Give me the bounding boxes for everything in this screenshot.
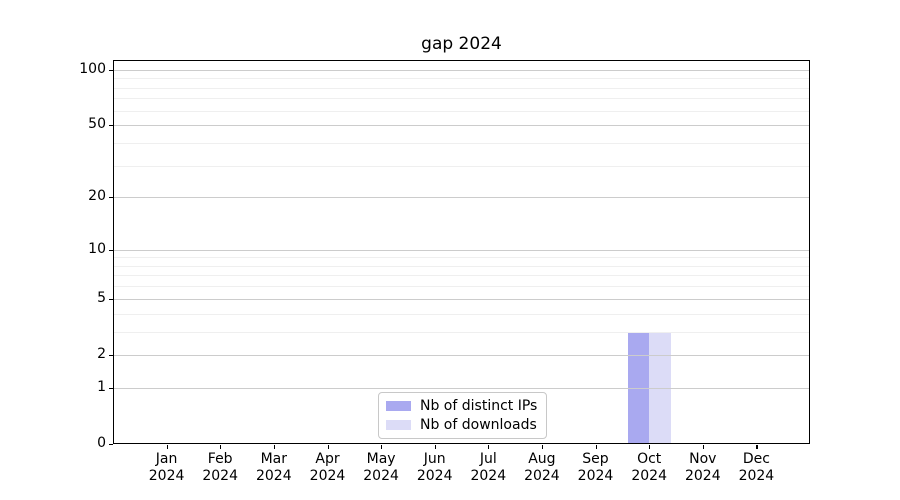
y-tick — [109, 125, 113, 127]
x-tick-month: Apr — [315, 451, 340, 467]
x-tick-label: Jun 2024 — [403, 451, 467, 485]
y-tick — [109, 387, 113, 389]
x-tick-year: 2024 — [577, 468, 614, 484]
legend-label: Nb of distinct IPs — [420, 398, 538, 414]
x-tick — [273, 445, 275, 449]
legend-swatch — [386, 401, 411, 411]
x-tick — [541, 445, 544, 449]
x-tick-label: Jan 2024 — [135, 451, 199, 485]
x-tick-label: Sep 2024 — [564, 451, 628, 485]
gridline-major — [114, 354, 809, 356]
bar-nb-of-distinct-ips — [627, 331, 650, 443]
y-tick-label: 20 — [88, 188, 106, 205]
y-tick-label: 10 — [88, 240, 106, 257]
y-tick-label: 2 — [97, 345, 106, 362]
x-tick-year: 2024 — [416, 468, 453, 484]
x-tick — [166, 445, 168, 449]
x-tick-year: 2024 — [631, 468, 667, 484]
plot-area — [113, 60, 810, 444]
y-tick-label: 1 — [97, 378, 106, 395]
gridline-minor — [114, 275, 809, 277]
x-tick-year: 2024 — [470, 468, 507, 484]
x-tick — [702, 445, 704, 449]
x-tick-label: Mar 2024 — [242, 451, 306, 485]
x-tick — [434, 445, 436, 449]
y-tick — [109, 249, 113, 251]
chart-title: gap 2024 — [421, 34, 502, 54]
legend-swatch — [386, 420, 411, 430]
x-tick-label: Oct 2024 — [617, 451, 681, 485]
gridline-minor — [114, 98, 809, 100]
x-tick — [649, 445, 651, 449]
x-tick-month: Jul — [479, 451, 497, 467]
legend-row: Nb of distinct IPs — [386, 398, 537, 414]
x-tick-year: 2024 — [524, 468, 560, 484]
x-tick-year: 2024 — [202, 468, 238, 484]
legend-label: Nb of downloads — [420, 417, 537, 433]
gridline-major — [114, 298, 809, 300]
gridline-major — [114, 69, 809, 71]
x-tick-year: 2024 — [255, 468, 292, 484]
x-tick-month: Jan — [155, 451, 178, 467]
x-tick-year: 2024 — [684, 468, 721, 484]
gridline-minor — [114, 257, 809, 259]
x-tick-year: 2024 — [148, 468, 185, 484]
x-tick-label: Nov 2024 — [671, 451, 735, 485]
gridline-major — [114, 249, 809, 251]
x-tick — [488, 445, 490, 449]
x-tick-year: 2024 — [309, 468, 346, 484]
x-tick — [327, 445, 329, 449]
y-tick — [109, 197, 113, 199]
x-tick — [381, 445, 383, 449]
x-tick-month: Sep — [582, 451, 609, 467]
x-tick — [595, 445, 597, 449]
x-tick-label: May 2024 — [349, 451, 413, 485]
x-tick-label: Feb 2024 — [188, 451, 252, 485]
y-tick-label: 0 — [97, 435, 106, 451]
gridline-minor — [114, 78, 809, 80]
x-tick-month: Dec — [742, 451, 770, 467]
gridline-minor — [114, 265, 809, 267]
gridline-minor — [114, 110, 809, 112]
x-tick-month: May — [366, 451, 396, 467]
gridline-minor — [114, 286, 809, 288]
x-tick-month: Feb — [207, 451, 233, 467]
gridline-minor — [114, 87, 809, 89]
gridline-major — [114, 125, 809, 127]
x-tick-label: Dec 2024 — [724, 451, 788, 485]
gridline-minor — [114, 313, 809, 315]
x-tick-month: Oct — [637, 451, 662, 467]
y-tick — [109, 69, 113, 71]
y-tick-label: 5 — [97, 289, 106, 306]
x-tick-label: Apr 2024 — [296, 451, 360, 485]
y-tick-label: 50 — [88, 116, 106, 133]
x-tick-label: Aug 2024 — [510, 451, 574, 485]
y-tick — [109, 444, 113, 446]
gridline-major — [114, 387, 809, 389]
legend: Nb of distinct IPs Nb of downloads — [378, 392, 548, 439]
y-tick — [109, 298, 113, 300]
legend-row: Nb of downloads — [386, 417, 537, 433]
y-tick-label: 100 — [79, 60, 106, 77]
gridline-major — [114, 197, 809, 199]
gridline-minor — [114, 165, 809, 167]
gridline-minor — [114, 331, 809, 333]
x-tick-year: 2024 — [738, 468, 775, 484]
x-tick — [220, 445, 222, 449]
x-tick — [756, 445, 758, 449]
bar-nb-of-downloads — [649, 331, 671, 443]
y-tick — [109, 354, 113, 357]
x-tick-label: Jul 2024 — [456, 451, 520, 485]
x-tick-month: Jun — [423, 451, 446, 467]
x-tick-month: Mar — [260, 451, 287, 467]
x-tick-month: Aug — [528, 451, 556, 467]
gridline-minor — [114, 142, 809, 144]
x-tick-month: Nov — [689, 451, 717, 467]
x-tick-year: 2024 — [363, 468, 399, 484]
